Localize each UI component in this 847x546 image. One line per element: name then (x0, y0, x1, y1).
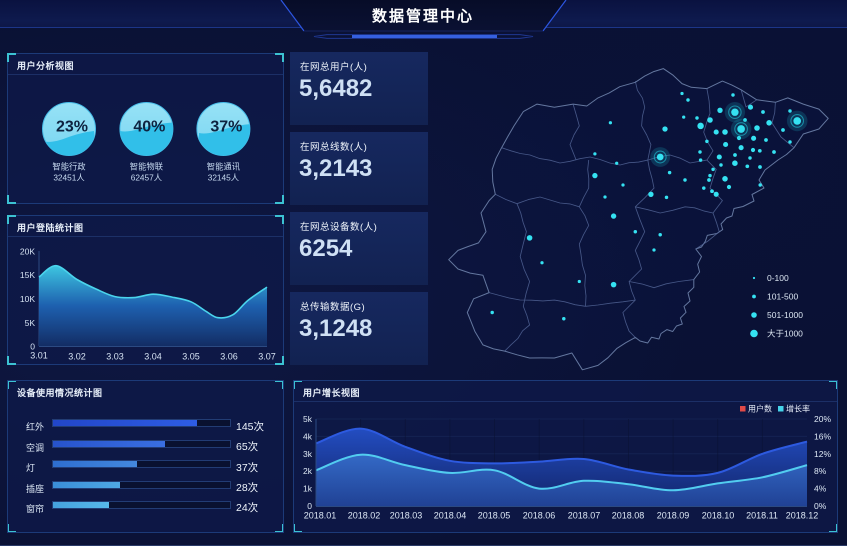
svg-text:4%: 4% (814, 484, 827, 494)
svg-text:大于1000: 大于1000 (767, 329, 803, 339)
svg-text:2018.02: 2018.02 (348, 511, 381, 521)
svg-text:40%: 40% (133, 119, 165, 136)
svg-text:智能物联: 智能物联 (130, 162, 164, 172)
svg-text:15K: 15K (20, 270, 35, 280)
svg-text:2018.06: 2018.06 (523, 511, 556, 521)
svg-text:2018.03: 2018.03 (390, 511, 423, 521)
svg-text:2018.12: 2018.12 (786, 511, 819, 521)
svg-text:0%: 0% (814, 501, 827, 511)
svg-text:3.07: 3.07 (258, 352, 276, 362)
svg-text:用户数: 用户数 (748, 404, 772, 414)
svg-text:3.04: 3.04 (144, 352, 162, 362)
svg-text:0: 0 (30, 342, 35, 352)
svg-text:37%: 37% (210, 119, 242, 136)
svg-text:2018.04: 2018.04 (434, 511, 467, 521)
svg-text:20K: 20K (20, 247, 35, 257)
svg-text:4k: 4k (303, 431, 313, 441)
svg-text:3.03: 3.03 (106, 352, 124, 362)
svg-text:16%: 16% (814, 431, 831, 441)
svg-text:32145人: 32145人 (208, 173, 239, 183)
svg-text:2018.11: 2018.11 (746, 511, 778, 521)
svg-text:2018.01: 2018.01 (304, 511, 337, 521)
svg-text:5K: 5K (25, 318, 36, 328)
svg-text:23%: 23% (56, 119, 88, 136)
svg-text:智能通讯: 智能通讯 (207, 162, 241, 172)
svg-text:3k: 3k (303, 449, 313, 459)
svg-text:0-100: 0-100 (767, 273, 789, 283)
svg-text:12%: 12% (814, 449, 831, 459)
svg-text:2018.05: 2018.05 (478, 511, 511, 521)
svg-text:数据管理中心: 数据管理中心 (372, 7, 474, 25)
svg-text:101-500: 101-500 (767, 292, 798, 302)
svg-text:3.02: 3.02 (68, 352, 86, 362)
svg-text:3.01: 3.01 (30, 351, 48, 361)
svg-text:20%: 20% (814, 414, 831, 424)
svg-text:2k: 2k (303, 466, 313, 476)
svg-text:32451人: 32451人 (53, 173, 84, 183)
svg-text:501-1000: 501-1000 (767, 310, 803, 320)
svg-text:1k: 1k (303, 484, 313, 494)
svg-text:3.05: 3.05 (182, 352, 200, 362)
svg-text:0: 0 (307, 501, 312, 511)
svg-text:智能行政: 智能行政 (52, 162, 86, 172)
svg-text:2018.08: 2018.08 (612, 511, 645, 521)
svg-text:增长率: 增长率 (786, 404, 810, 414)
svg-text:2018.10: 2018.10 (702, 511, 735, 521)
svg-text:2018.07: 2018.07 (568, 511, 601, 521)
svg-text:62457人: 62457人 (131, 173, 162, 183)
svg-text:8%: 8% (814, 466, 827, 476)
svg-text:10K: 10K (20, 294, 35, 304)
svg-text:5k: 5k (303, 414, 313, 424)
svg-text:3.06: 3.06 (220, 352, 238, 362)
svg-text:2018.09: 2018.09 (657, 511, 690, 521)
